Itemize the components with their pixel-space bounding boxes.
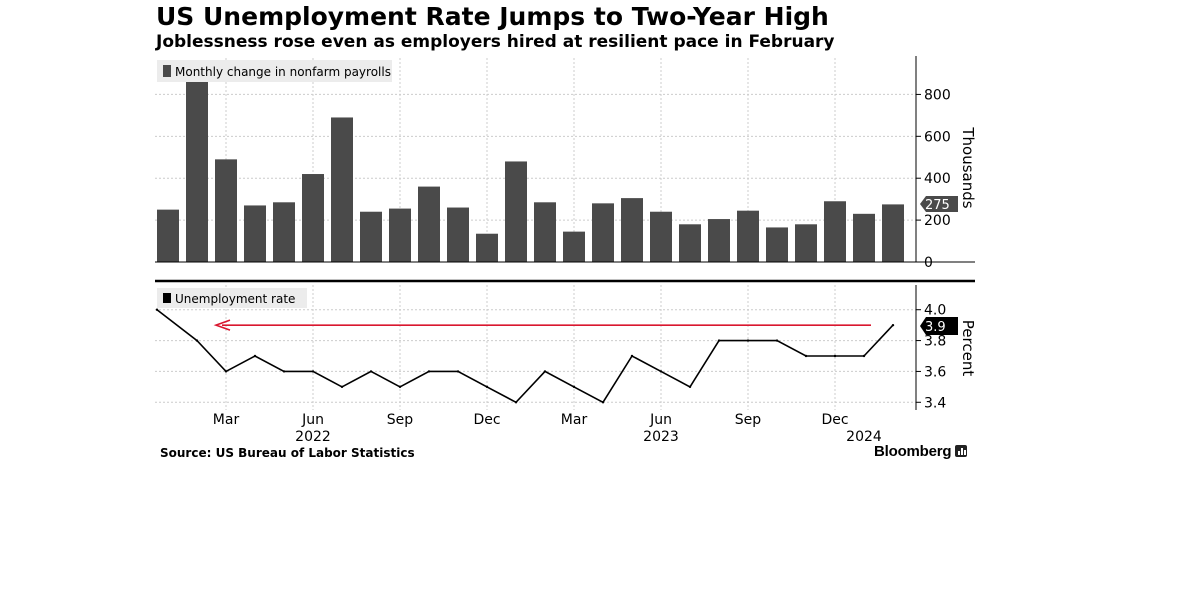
arrow-head [213,319,231,331]
payrolls-bar-2023-04 [592,203,614,262]
unemployment-point-2023-05 [630,354,634,358]
unemployment-series [155,308,895,404]
x-tick-month-6: Sep [735,412,762,428]
payrolls-bar-2022-04 [244,205,266,262]
unemployment-point-2022-05 [282,370,286,373]
payrolls-bar-2024-01 [853,213,875,262]
x-tick-year-0: 2022 [295,429,331,445]
unemployment-point-2023-12 [833,354,837,358]
x-tick-month-0: Mar [213,412,240,428]
payrolls-bar-2022-08 [360,211,382,262]
unemployment-point-2023-02 [543,370,547,373]
payrolls-legend: Monthly change in nonfarm payrolls [157,60,392,82]
unemployment-point-2023-04 [601,401,605,404]
unemployment-last-value-tag: 3.9 [920,317,958,335]
unemployment-legend: Unemployment rate [157,288,307,308]
unemployment-point-2023-01 [514,401,518,404]
chart-title: US Unemployment Rate Jumps to Two-Year H… [156,2,829,31]
bar-ytick-label-2: 400 [924,171,951,187]
unemployment-point-2022-09 [398,385,402,389]
payrolls-bar-2023-11 [795,224,817,262]
unemployment-point-2024-01 [862,354,866,358]
unemployment-point-2022-10 [427,370,431,373]
bloomberg-terminal-icon [955,445,968,457]
payrolls-last-value: 275 [925,198,950,213]
x-tick-year-2: 2024 [846,429,882,445]
legend-label-payrolls: Monthly change in nonfarm payrolls [175,65,391,79]
x-tick-year-1: 2023 [643,429,679,445]
line-ytick-label-3: 4.0 [924,303,946,319]
payrolls-bar-2022-11 [447,207,469,262]
x-tick-month-7: Dec [821,412,848,428]
unemployment-point-2023-09 [746,339,750,342]
payrolls-bar-2022-09 [389,208,411,262]
legend-label-unemployment: Unemployment rate [175,292,295,306]
payrolls-bar-2023-08 [708,219,730,262]
payrolls-bar-2023-09 [737,210,759,262]
x-tick-month-4: Mar [561,412,588,428]
unemployment-last-value: 3.9 [925,320,946,335]
bar-ytick-label-4: 800 [924,87,951,103]
payrolls-bar-2023-01 [505,161,527,262]
payrolls-bar-2022-01 [157,209,179,262]
payrolls-bar-2022-02 [186,81,208,262]
x-tick-month-5: Jun [649,412,672,428]
unemployment-point-2022-01 [155,308,159,311]
payrolls-bar-2022-10 [418,186,440,262]
line-ytick-label-1: 3.6 [924,364,946,380]
x-tick-month-1: Jun [301,412,324,428]
unemployment-point-2022-02 [195,339,199,342]
payrolls-bar-2024-02 [882,204,904,262]
payrolls-bar-2023-06 [650,211,672,262]
axis-tick-labels: 0 200 400 600 800 3.4 3.6 3.8 4.0 Mar Jun Sep Dec Mar… [213,87,951,445]
line-ytick-label-2: 3.8 [924,334,946,350]
unemployment-point-2023-11 [804,354,808,358]
payrolls-bar-2022-03 [215,159,237,262]
brand-logo: Bloomberg [874,443,968,460]
unemployment-point-2023-08 [717,339,721,342]
payrolls-bar-2023-02 [534,202,556,262]
payrolls-bar-2022-05 [273,202,295,262]
line-ytick-label-0: 3.4 [924,395,946,411]
chart-axes [155,56,975,410]
payrolls-last-value-tag: 275 [920,196,958,213]
payrolls-bars [157,81,904,262]
payrolls-bar-2023-12 [824,201,846,262]
unemployment-point-2022-03 [224,370,228,373]
bar-ytick-label-3: 600 [924,129,951,145]
unemployment-point-2023-03 [572,385,576,389]
unemployment-point-2023-06 [659,370,663,373]
payrolls-bar-2023-05 [621,198,643,262]
y-axis-label-percent: Percent [959,320,977,377]
x-tick-month-3: Dec [473,412,500,428]
bar-ytick-label-1: 200 [924,213,951,229]
unemployment-point-2022-12 [485,385,489,389]
unemployment-point-2023-10 [775,339,779,342]
unemployment-point-2022-07 [340,385,344,389]
legend-swatch-line [163,293,171,303]
unemployment-line [156,309,894,404]
bar-ytick-label-0: 0 [924,255,933,271]
unemployment-point-2022-08 [369,370,373,373]
payrolls-bar-2023-07 [679,224,701,262]
x-tick-month-2: Sep [387,412,414,428]
chart-subtitle: Joblessness rose even as employers hired… [156,32,835,52]
y-axis-label-thousands: Thousands [959,126,977,208]
unemployment-point-2024-02 [891,323,895,327]
unemployment-point-2022-11 [456,370,460,373]
legend-swatch-bar [163,65,171,77]
payrolls-bar-2023-10 [766,227,788,262]
red-arrow-annotation [213,319,871,331]
unemployment-point-2023-07 [688,385,692,389]
payrolls-bar-2022-06 [302,174,324,262]
payrolls-bar-2022-12 [476,233,498,262]
unemployment-gridlines [155,285,916,410]
unemployment-point-2022-06 [311,370,315,373]
payrolls-bar-2023-03 [563,231,585,262]
unemployment-point-2022-04 [253,354,257,358]
brand-name: Bloomberg [874,443,952,460]
payrolls-bar-2022-07 [331,117,353,262]
source-note: Source: US Bureau of Labor Statistics [160,446,415,460]
